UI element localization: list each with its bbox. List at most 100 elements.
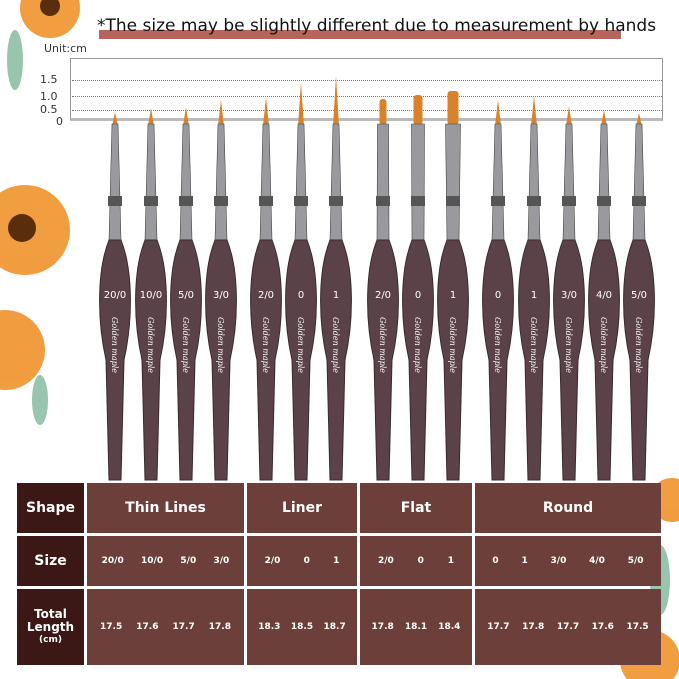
- paint-brush: 20/0 Golden maple: [99, 112, 131, 481]
- shape-thin-lines: Thin Lines: [87, 483, 244, 533]
- brand-logo: Golden maple: [564, 317, 573, 373]
- bristle-tip: [566, 106, 572, 126]
- ruler-tick: 0.5: [40, 103, 58, 116]
- ferrule-band: [179, 196, 193, 206]
- ferrule-band: [527, 196, 541, 206]
- handle: [205, 239, 237, 481]
- length-value: 17.7: [172, 622, 195, 632]
- sizes-cell: 2/0 0 1: [247, 536, 357, 586]
- grid-line: [72, 110, 662, 111]
- ferrule: [632, 123, 646, 241]
- length-value: 17.8: [522, 622, 545, 632]
- ferrule-band: [597, 196, 611, 206]
- paint-brush: 5/0 Golden maple: [623, 113, 655, 481]
- paint-brush: 1 Golden maple: [320, 76, 352, 481]
- bristle-tip: [413, 95, 423, 125]
- handle: [482, 239, 514, 481]
- ferrule-band: [446, 196, 460, 206]
- handle: [99, 239, 131, 481]
- brand-logo: Golden maple: [146, 317, 155, 373]
- paint-brush: 3/0 Golden maple: [205, 100, 237, 481]
- ferrule-band: [108, 196, 122, 206]
- ferrule: [527, 123, 541, 241]
- length-value: 18.4: [438, 622, 461, 632]
- ruler-frame: [70, 58, 663, 121]
- handle: [250, 239, 282, 481]
- shape-row: Shape Thin Lines Liner Flat Round: [17, 483, 661, 533]
- label-unit: (cm): [39, 634, 62, 645]
- ferrule: [214, 123, 228, 241]
- size-value: 1: [521, 556, 528, 566]
- length-value: 17.8: [371, 622, 394, 632]
- label-line: Length: [26, 619, 75, 634]
- paint-brush: 2/0 Golden maple: [250, 97, 282, 481]
- bristle-tip: [447, 91, 459, 125]
- brush-size-label: 3/0: [213, 290, 229, 301]
- ferrule: [259, 123, 273, 241]
- size-row: Size 20/0 10/0 5/0 3/0 2/0 0 1 2/0 0 1 0 1 3/0 4/0…: [17, 536, 661, 586]
- ferrule-band: [214, 196, 228, 206]
- brush-size-label: 10/0: [140, 290, 162, 301]
- size-value: 2/0: [377, 556, 394, 566]
- brush-size-label: 2/0: [258, 290, 274, 301]
- ferrule: [562, 123, 576, 241]
- length-value: 18.7: [323, 622, 346, 632]
- brush-size-label: 20/0: [104, 290, 126, 301]
- brush-size-label: 2/0: [375, 290, 391, 301]
- handle: [285, 239, 317, 481]
- ferrule-band: [562, 196, 576, 206]
- bristle-tip: [495, 100, 501, 126]
- size-value: 20/0: [101, 556, 124, 566]
- row-label-shape: Shape: [17, 483, 84, 533]
- brush-size-label: 1: [531, 290, 537, 301]
- size-value: 0: [492, 556, 499, 566]
- ferrule-band: [491, 196, 505, 206]
- brand-logo: Golden maple: [493, 317, 502, 373]
- ferrule-band: [329, 196, 343, 206]
- brush-set: 20/0 Golden maple 10/0 Golden maple 5/0 Golde…: [99, 76, 655, 481]
- size-value: 3/0: [550, 556, 567, 566]
- ferrule: [329, 123, 343, 241]
- length-value: 17.5: [626, 622, 649, 632]
- paint-brush: 0 Golden maple: [402, 95, 434, 481]
- brush-size-label: 3/0: [561, 290, 577, 301]
- brush-size-label: 4/0: [596, 290, 612, 301]
- spec-table: Shape Thin Lines Liner Flat Round Size 2…: [14, 480, 664, 668]
- ferrule: [411, 123, 425, 241]
- ruler-tick: 1.5: [40, 73, 58, 86]
- ferrule-band: [144, 196, 158, 206]
- sizes-cell: 20/0 10/0 5/0 3/0: [87, 536, 244, 586]
- bristle-tip: [333, 76, 339, 126]
- row-label-length: Total Length (cm): [17, 589, 84, 665]
- length-value: 17.6: [136, 622, 159, 632]
- length-value: 17.7: [556, 622, 580, 632]
- length-value: 18.1: [404, 622, 428, 632]
- brush-size-label: 1: [450, 290, 456, 301]
- ferrule: [294, 123, 308, 241]
- paint-brush: 0 Golden maple: [285, 82, 317, 481]
- paint-brush: 1 Golden maple: [518, 96, 550, 481]
- bristle-tip: [183, 107, 189, 126]
- sizes-cell: 2/0 0 1: [360, 536, 472, 586]
- ferrule: [376, 123, 390, 241]
- brush-size-label: 0: [298, 290, 304, 301]
- row-label-size: Size: [17, 536, 84, 586]
- handle: [588, 239, 620, 481]
- length-value: 17.7: [487, 622, 510, 632]
- bristle-tip: [298, 82, 304, 126]
- size-value: 1: [447, 556, 455, 566]
- paint-brush: 2/0 Golden maple: [367, 99, 399, 481]
- size-value: 0: [303, 556, 310, 566]
- bristle-tip: [218, 100, 224, 126]
- length-value: 17.8: [208, 622, 231, 632]
- handle: [367, 239, 399, 481]
- ferrule-band: [632, 196, 646, 206]
- size-value: 3/0: [213, 556, 230, 566]
- note-highlight: [99, 30, 621, 39]
- grid-line: [72, 80, 662, 81]
- ferrule: [144, 123, 158, 241]
- brand-logo: Golden maple: [296, 317, 305, 373]
- handle: [170, 239, 202, 481]
- brand-logo: Golden maple: [413, 317, 422, 373]
- size-value: 5/0: [180, 556, 197, 566]
